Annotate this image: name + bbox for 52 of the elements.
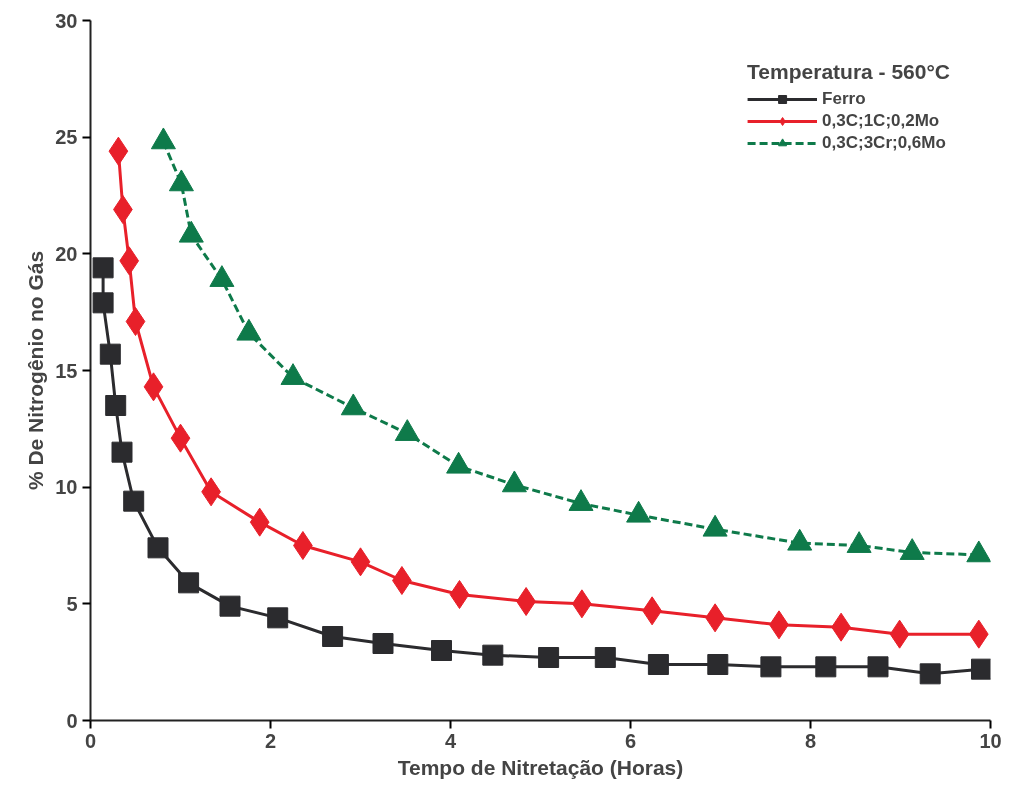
point	[178, 572, 200, 594]
point	[482, 644, 504, 666]
point	[594, 647, 616, 668]
point	[99, 343, 121, 365]
point	[170, 423, 191, 453]
point	[707, 654, 729, 675]
point	[647, 654, 669, 675]
point	[119, 246, 140, 276]
y-tick-label: 0	[66, 709, 78, 732]
x-tick-label: 8	[804, 729, 817, 752]
point	[267, 607, 289, 629]
point	[125, 307, 146, 336]
point	[919, 663, 941, 685]
point	[760, 656, 782, 678]
point	[815, 656, 837, 678]
point	[143, 372, 164, 402]
point	[431, 640, 452, 661]
point	[350, 547, 371, 577]
point	[968, 619, 989, 649]
point	[111, 441, 133, 463]
point	[108, 136, 129, 166]
y-tick-label: 15	[55, 359, 78, 382]
x-tick-label: 6	[624, 729, 637, 752]
x-tick-label: 0	[84, 729, 97, 752]
point	[538, 647, 560, 668]
point	[123, 490, 145, 512]
legend-label: Ferro	[822, 89, 866, 109]
point	[322, 626, 344, 647]
y-tick-label: 5	[66, 592, 78, 615]
point	[105, 395, 127, 416]
point	[372, 633, 394, 654]
y-tick-label: 30	[55, 9, 78, 32]
point	[147, 537, 169, 559]
point	[249, 507, 270, 537]
point	[219, 595, 241, 617]
point	[867, 656, 889, 678]
legend-label: 0,3C;1C;0,2Mo	[822, 111, 940, 131]
point	[971, 658, 991, 680]
x-tick-label: 2	[264, 729, 277, 752]
legend-label: 0,3C;3Cr;0,6Mo	[822, 133, 946, 153]
y-axis-title: % De Nitrogênio no Gás	[24, 250, 48, 491]
y-tick-label: 25	[55, 126, 78, 149]
x-axis-title: Tempo de Nitretação (Horas)	[397, 755, 684, 779]
point	[92, 257, 114, 279]
point	[449, 580, 470, 609]
x-tick-label: 10	[979, 729, 1002, 752]
y-tick-label: 20	[55, 242, 78, 265]
point	[889, 619, 910, 649]
y-tick-label: 10	[55, 476, 78, 499]
x-tick-label: 4	[444, 729, 457, 752]
legend-title: Temperatura - 560°C	[747, 60, 950, 84]
point	[92, 292, 114, 314]
